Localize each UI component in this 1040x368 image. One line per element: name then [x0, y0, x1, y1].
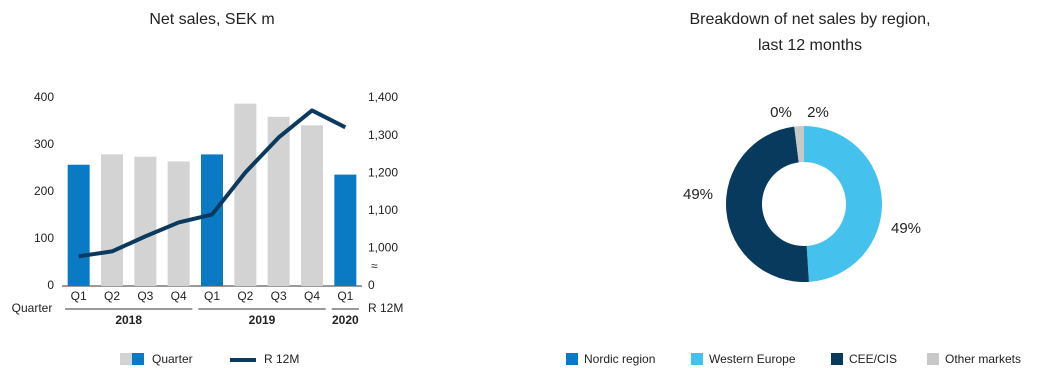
x-tick-label: Q3	[137, 289, 153, 303]
legend-swatch	[120, 353, 132, 365]
legend-label: Quarter	[152, 352, 193, 366]
data-label: 0%	[770, 104, 792, 121]
x-tick-label: Q2	[104, 289, 120, 303]
bar	[201, 154, 223, 286]
y2-tick-label: 0	[368, 278, 375, 292]
bar	[301, 125, 323, 286]
bar	[234, 103, 257, 286]
group-label: 2020	[332, 313, 359, 327]
y-tick-label: 100	[34, 231, 54, 245]
y2-axis-label: R 12M	[368, 301, 403, 315]
legend-label: Other markets	[945, 352, 1021, 366]
y-tick-label: 300	[34, 137, 54, 151]
y-tick-label: 200	[34, 184, 54, 198]
x-axis-label: Quarter	[12, 301, 53, 315]
legend-label: R 12M	[264, 352, 299, 366]
y2-tick-label: 1,100	[368, 203, 398, 217]
bar	[101, 154, 123, 286]
legend-swatch	[132, 353, 144, 365]
legend-label: CEE/CIS	[849, 352, 897, 366]
donut-slice	[794, 126, 804, 163]
bar	[67, 164, 90, 286]
legend-label: Nordic region	[584, 352, 655, 366]
data-label: 49%	[891, 220, 921, 237]
line	[78, 108, 347, 259]
x-tick-label: Q1	[71, 289, 87, 303]
legend-swatch	[566, 353, 578, 365]
chart-title: Net sales, SEK m	[149, 11, 274, 28]
y2-tick-label: 1,300	[368, 128, 398, 142]
x-tick-label: Q4	[304, 289, 320, 303]
x-tick-label: Q2	[237, 289, 253, 303]
donut-slice	[804, 125, 883, 282]
bar	[134, 156, 157, 286]
donut-slice	[725, 126, 809, 283]
y2-tick-label: 1,400	[368, 90, 398, 104]
x-tick-label: Q3	[271, 289, 287, 303]
y2-tick-label: 1,200	[368, 165, 398, 179]
y2-tick-label: 1,000	[368, 241, 398, 255]
data-label: 49%	[683, 186, 713, 203]
x-tick-label: Q4	[171, 289, 187, 303]
data-label: 2%	[807, 104, 829, 121]
axis-break: ≈	[371, 259, 378, 273]
x-tick-label: Q1	[337, 289, 353, 303]
legend-swatch	[927, 353, 939, 365]
chart-title: last 12 months	[758, 37, 862, 54]
chart-title: Breakdown of net sales by region,	[689, 11, 930, 28]
legend-label: Western Europe	[709, 352, 796, 366]
legend-swatch	[691, 353, 703, 365]
y-tick-label: 0	[47, 278, 54, 292]
y-tick-label: 400	[34, 90, 54, 104]
bar	[267, 116, 290, 286]
legend-swatch	[831, 353, 843, 365]
group-label: 2019	[249, 313, 276, 327]
bar	[334, 174, 357, 286]
x-tick-label: Q1	[204, 289, 220, 303]
group-label: 2018	[115, 313, 142, 327]
